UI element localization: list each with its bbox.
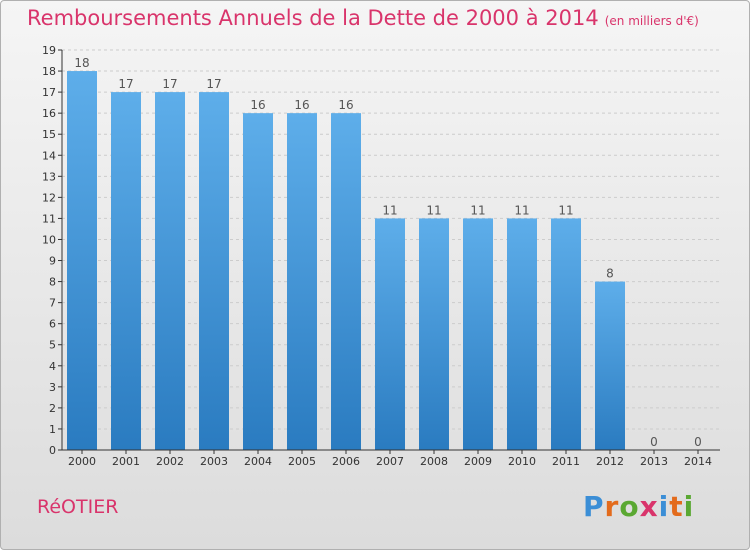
x-tick-label: 2006 — [332, 455, 360, 468]
bar — [551, 218, 581, 450]
bar — [375, 218, 405, 450]
x-tick-label: 2009 — [464, 455, 492, 468]
x-tick-label: 2003 — [200, 455, 228, 468]
y-tick-label: 15 — [42, 128, 56, 141]
y-tick-label: 14 — [42, 149, 56, 162]
logo-letter: x — [639, 490, 659, 523]
bar-value-label: 16 — [338, 98, 353, 112]
y-tick-label: 2 — [49, 402, 56, 415]
y-tick-label: 4 — [49, 360, 56, 373]
y-tick-label: 9 — [49, 255, 56, 268]
bar — [595, 281, 625, 450]
y-tick-label: 10 — [42, 233, 56, 246]
logo-letter: t — [669, 490, 684, 523]
y-tick-label: 16 — [42, 107, 56, 120]
bar-value-label: 0 — [650, 435, 658, 449]
chart-title-text: Remboursements Annuels de la Dette de 20… — [27, 6, 599, 30]
y-tick-label: 1 — [49, 423, 56, 436]
y-tick-label: 11 — [42, 212, 56, 225]
chart-title: Remboursements Annuels de la Dette de 20… — [27, 6, 699, 30]
bar — [67, 71, 97, 450]
bar-value-label: 11 — [426, 203, 441, 217]
bar — [419, 218, 449, 450]
logo-letter: o — [619, 490, 640, 523]
chart-title-unit: (en milliers d'€) — [604, 14, 699, 28]
bar-value-label: 11 — [558, 203, 573, 217]
y-tick-label: 8 — [49, 276, 56, 289]
x-tick-label: 2010 — [508, 455, 536, 468]
x-tick-label: 2000 — [68, 455, 96, 468]
y-tick-label: 18 — [42, 65, 56, 78]
bar-value-label: 18 — [74, 56, 89, 70]
x-tick-label: 2001 — [112, 455, 140, 468]
proxiti-logo[interactable]: Proxiti — [583, 490, 694, 523]
bar — [199, 92, 229, 451]
bar — [155, 92, 185, 451]
bar-value-label: 17 — [118, 77, 133, 91]
bar — [463, 218, 493, 450]
x-tick-label: 2005 — [288, 455, 316, 468]
x-tick-label: 2004 — [244, 455, 272, 468]
bar-value-label: 17 — [162, 77, 177, 91]
bar — [243, 113, 273, 450]
y-tick-label: 0 — [49, 444, 56, 457]
y-tick-label: 3 — [49, 381, 56, 394]
x-tick-label: 2011 — [552, 455, 580, 468]
logo-letter: i — [658, 490, 670, 523]
bar-value-label: 8 — [606, 267, 614, 281]
logo-letter: i — [683, 490, 695, 523]
y-tick-label: 12 — [42, 191, 56, 204]
y-tick-label: 5 — [49, 339, 56, 352]
bar-value-label: 16 — [294, 98, 309, 112]
bar — [111, 92, 141, 451]
x-tick-label: 2012 — [596, 455, 624, 468]
y-tick-label: 17 — [42, 86, 56, 99]
x-tick-label: 2008 — [420, 455, 448, 468]
bar-value-label: 17 — [206, 77, 221, 91]
x-tick-label: 2002 — [156, 455, 184, 468]
y-tick-label: 19 — [42, 44, 56, 57]
logo-letter: P — [583, 490, 605, 523]
bar-value-label: 11 — [382, 203, 397, 217]
y-tick-label: 7 — [49, 297, 56, 310]
bar-value-label: 0 — [694, 435, 702, 449]
bar-value-label: 11 — [470, 203, 485, 217]
x-tick-label: 2013 — [640, 455, 668, 468]
bar — [331, 113, 361, 450]
y-tick-label: 6 — [49, 318, 56, 331]
x-tick-label: 2007 — [376, 455, 404, 468]
commune-name: RéOTIER — [37, 496, 119, 518]
bar — [287, 113, 317, 450]
bar-value-label: 16 — [250, 98, 265, 112]
logo-letter: r — [604, 490, 620, 523]
bar — [507, 218, 537, 450]
x-tick-label: 2014 — [684, 455, 712, 468]
y-tick-label: 13 — [42, 170, 56, 183]
bar-value-label: 11 — [514, 203, 529, 217]
